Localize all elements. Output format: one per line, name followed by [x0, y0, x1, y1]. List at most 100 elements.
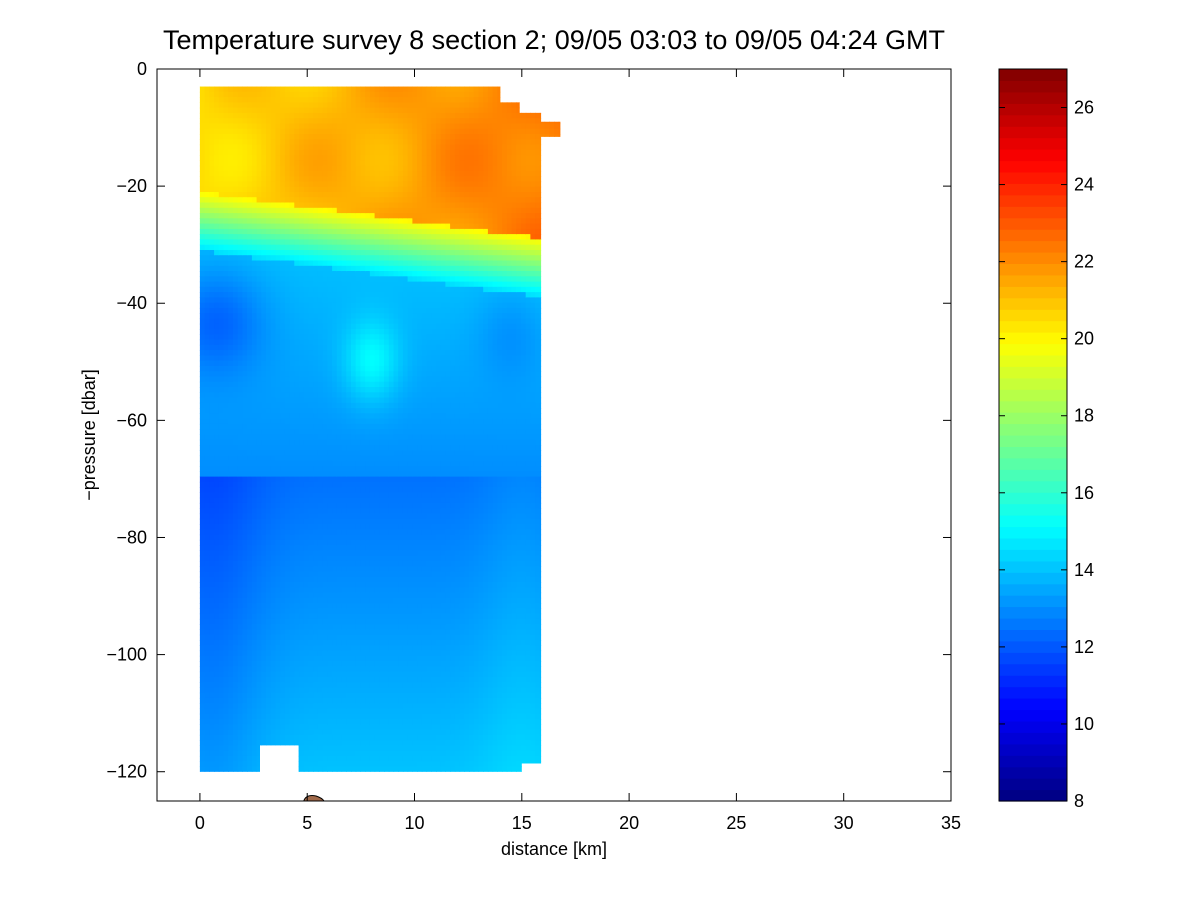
field-cell	[247, 408, 253, 414]
field-cell	[251, 650, 258, 657]
field-cell	[313, 539, 319, 546]
field-cell	[294, 155, 300, 161]
field-cell	[317, 634, 324, 641]
field-cell	[261, 318, 267, 325]
field-cell	[218, 613, 225, 620]
field-cell	[266, 297, 272, 304]
field-cell	[303, 750, 310, 757]
field-cell	[270, 402, 276, 409]
field-cell	[214, 692, 220, 699]
field-cell	[332, 645, 338, 652]
field-cell	[313, 445, 319, 451]
field-cell	[214, 634, 220, 641]
field-cell	[332, 481, 338, 488]
field-cell	[214, 292, 220, 298]
field-cell	[313, 666, 319, 673]
field-cell	[237, 213, 243, 219]
field-cell	[299, 139, 305, 146]
field-cell	[294, 228, 300, 235]
field-cell	[322, 91, 328, 98]
field-cell	[280, 360, 286, 367]
field-cell	[317, 539, 324, 546]
field-cell	[341, 697, 347, 704]
field-cell	[284, 587, 291, 594]
field-cell	[214, 518, 220, 525]
field-cell	[351, 524, 357, 530]
field-cell	[303, 481, 310, 488]
field-cell	[228, 197, 234, 204]
field-cell	[237, 271, 243, 277]
field-cell	[313, 255, 319, 262]
field-cell	[369, 582, 376, 588]
field-cell	[199, 318, 206, 325]
field-cell	[223, 292, 229, 298]
field-cell	[360, 107, 366, 114]
field-cell	[266, 676, 272, 683]
field-cell	[294, 134, 300, 140]
field-cell	[336, 118, 343, 125]
field-cell	[237, 487, 243, 493]
field-cell	[289, 497, 295, 504]
field-cell	[303, 582, 310, 588]
field-cell	[299, 418, 305, 425]
field-cell	[266, 650, 272, 657]
field-cell	[308, 134, 314, 140]
field-cell	[223, 271, 229, 277]
field-cell	[284, 376, 291, 383]
field-cell	[294, 207, 300, 214]
field-cell	[355, 671, 361, 678]
field-cell	[289, 350, 295, 356]
field-cell	[294, 560, 300, 567]
field-cell	[228, 334, 234, 341]
field-cell	[242, 355, 248, 362]
field-cell	[218, 244, 225, 251]
field-cell	[313, 292, 319, 298]
field-cell	[299, 729, 305, 736]
field-cell	[303, 687, 310, 694]
field-cell	[299, 423, 305, 430]
field-cell	[289, 624, 295, 630]
field-cell	[322, 645, 328, 652]
field-cell	[218, 455, 225, 462]
field-cell	[360, 755, 366, 762]
field-cell	[204, 387, 210, 393]
field-cell	[237, 355, 243, 362]
field-cell	[360, 323, 366, 330]
field-cell	[308, 218, 314, 225]
field-cell	[332, 545, 338, 551]
field-cell	[294, 708, 300, 715]
field-cell	[251, 329, 258, 335]
field-cell	[261, 355, 267, 362]
field-cell	[214, 155, 220, 161]
field-cell	[289, 513, 295, 520]
field-cell	[336, 271, 343, 277]
field-cell	[280, 729, 286, 736]
field-cell	[299, 192, 305, 198]
field-cell	[199, 713, 206, 720]
field-cell	[261, 466, 267, 472]
field-cell	[237, 471, 243, 478]
field-cell	[332, 750, 338, 757]
field-cell	[251, 618, 258, 625]
field-cell	[233, 576, 239, 583]
field-cell	[218, 592, 225, 599]
field-cell	[327, 160, 333, 167]
field-cell	[317, 655, 324, 662]
field-cell	[233, 265, 239, 272]
field-cell	[275, 734, 281, 741]
field-cell	[247, 603, 253, 609]
field-cell	[251, 376, 258, 383]
field-cell	[299, 281, 305, 288]
field-cell	[228, 339, 234, 346]
field-cell	[280, 650, 286, 657]
field-cell	[280, 228, 286, 235]
field-cell	[332, 508, 338, 515]
field-cell	[313, 128, 319, 135]
field-cell	[266, 571, 272, 578]
field-cell	[270, 313, 276, 320]
field-cell	[327, 555, 333, 562]
field-cell	[365, 97, 371, 103]
field-cell	[218, 260, 225, 267]
field-cell	[214, 629, 220, 636]
field-cell	[242, 502, 248, 509]
